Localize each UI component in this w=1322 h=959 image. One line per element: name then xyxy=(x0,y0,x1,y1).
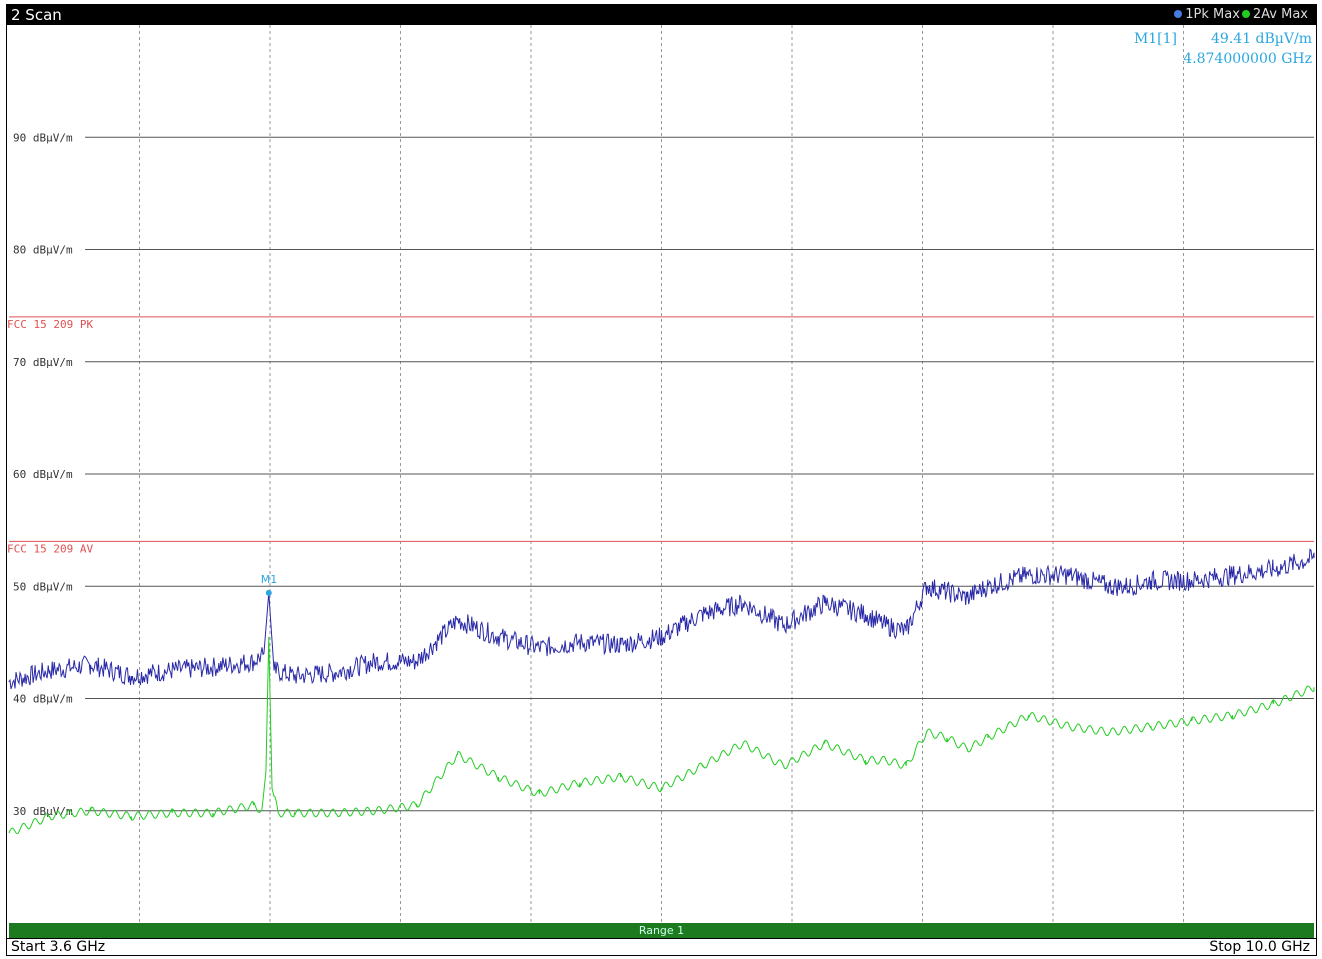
grid: 90 dBµV/m 80 dBµV/m 70 dBµV/m 60 dBµV/m 50 d… xyxy=(13,25,1314,923)
limit-label: FCC 15 209 AV xyxy=(7,542,93,555)
legend-pk-max-label: 1Pk Max xyxy=(1185,7,1240,22)
marker-point[interactable] xyxy=(265,589,272,596)
title-bar: 2 Scan 1Pk Max 2Av Max xyxy=(7,5,1316,25)
range-label: Range 1 xyxy=(638,924,685,937)
y-tick-label: 70 dBµV/m xyxy=(13,356,73,369)
limit-label: FCC 15 209 PK xyxy=(7,318,93,331)
legend-av-max[interactable]: 2Av Max xyxy=(1241,7,1308,23)
trace-legend: 1Pk Max 2Av Max xyxy=(1174,7,1308,23)
marker-frequency: 4.874000000 GHz xyxy=(1183,51,1312,67)
trace-2 xyxy=(8,636,1315,835)
marker-name: M1[1] xyxy=(1133,31,1178,47)
spectrum-plot[interactable]: 90 dBµV/m 80 dBµV/m 70 dBµV/m 60 dBµV/m 50 d… xyxy=(7,5,1316,955)
marker-level: 49.41 dBµV/m xyxy=(1211,31,1312,47)
marker-readout: M1[1] 49.41 dBµV/m 4.874000000 GHz xyxy=(1134,29,1312,69)
limit-lines: FCC 15 209 PK FCC 15 209 AV xyxy=(7,316,1314,555)
analyzer-window: 2 Scan 1Pk Max 2Av Max 90 dBµV/m 80 dBµV/… xyxy=(6,4,1317,956)
trace-1 xyxy=(8,548,1315,690)
footer-divider xyxy=(7,938,1316,939)
trace-2-dot-icon xyxy=(1241,10,1250,18)
traces xyxy=(8,548,1315,835)
y-tick-label: 90 dBµV/m xyxy=(13,131,73,144)
legend-pk-max[interactable]: 1Pk Max xyxy=(1174,7,1240,23)
y-tick-label: 60 dBµV/m xyxy=(13,468,73,481)
range-bar: Range 1 xyxy=(9,923,1314,938)
marker-m1[interactable]: M1 xyxy=(261,573,278,596)
stop-frequency: Stop 10.0 GHz xyxy=(1209,939,1310,955)
y-tick-label: 50 dBµV/m xyxy=(13,580,73,593)
legend-av-max-label: 2Av Max xyxy=(1252,7,1308,22)
trace-1-dot-icon xyxy=(1174,10,1183,18)
marker-plot-label: M1 xyxy=(261,573,278,586)
start-frequency: Start 3.6 GHz xyxy=(11,939,106,955)
y-tick-label: 40 dBµV/m xyxy=(13,693,73,706)
y-tick-label: 80 dBµV/m xyxy=(13,244,73,257)
window-title: 2 Scan xyxy=(11,6,62,24)
y-tick-label: 30 dBµV/m xyxy=(13,805,73,818)
